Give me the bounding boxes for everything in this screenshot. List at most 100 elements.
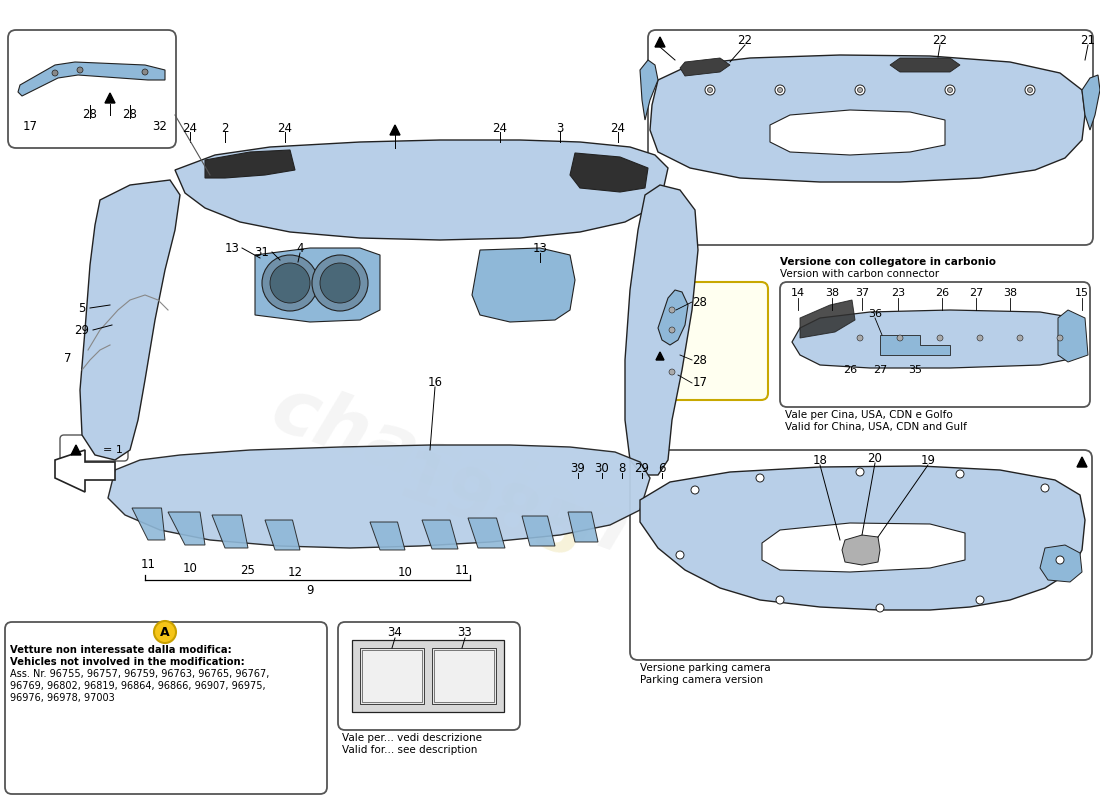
Polygon shape xyxy=(1082,75,1100,130)
Polygon shape xyxy=(55,450,116,492)
Circle shape xyxy=(956,470,964,478)
Circle shape xyxy=(676,551,684,559)
Text: Parking camera version: Parking camera version xyxy=(640,675,763,685)
FancyBboxPatch shape xyxy=(6,622,327,794)
Text: 18: 18 xyxy=(813,454,827,466)
Text: 5: 5 xyxy=(78,302,86,314)
Polygon shape xyxy=(658,290,688,345)
Polygon shape xyxy=(792,310,1082,368)
Text: 30: 30 xyxy=(595,462,609,474)
Circle shape xyxy=(896,335,903,341)
Text: Valid for China, USA, CDN and Gulf: Valid for China, USA, CDN and Gulf xyxy=(785,422,967,432)
Text: Vetture non interessate dalla modifica:: Vetture non interessate dalla modifica: xyxy=(10,645,232,655)
Circle shape xyxy=(855,85,865,95)
FancyBboxPatch shape xyxy=(630,450,1092,660)
Polygon shape xyxy=(168,512,205,545)
Polygon shape xyxy=(568,512,598,542)
Polygon shape xyxy=(18,62,165,96)
Text: 25: 25 xyxy=(241,563,255,577)
Circle shape xyxy=(707,87,713,93)
Polygon shape xyxy=(1040,545,1082,582)
Polygon shape xyxy=(80,180,180,460)
Circle shape xyxy=(977,335,983,341)
Text: 19: 19 xyxy=(921,454,935,466)
Text: 35: 35 xyxy=(908,365,922,375)
Text: 26: 26 xyxy=(935,288,949,298)
Polygon shape xyxy=(680,58,730,76)
Text: 13: 13 xyxy=(532,242,548,254)
Text: 2: 2 xyxy=(221,122,229,134)
Text: 6: 6 xyxy=(658,462,666,474)
Polygon shape xyxy=(175,140,668,240)
Circle shape xyxy=(776,85,785,95)
Circle shape xyxy=(857,335,864,341)
Polygon shape xyxy=(212,515,248,548)
Circle shape xyxy=(947,87,953,93)
Polygon shape xyxy=(770,110,945,155)
Circle shape xyxy=(77,67,82,73)
Text: 11: 11 xyxy=(454,563,470,577)
Circle shape xyxy=(262,255,318,311)
Circle shape xyxy=(976,596,984,604)
Text: 20: 20 xyxy=(868,451,882,465)
Text: 10: 10 xyxy=(183,562,197,574)
Polygon shape xyxy=(1077,457,1087,467)
Text: 22: 22 xyxy=(737,34,752,46)
Text: 7: 7 xyxy=(64,351,72,365)
Circle shape xyxy=(856,468,864,476)
Text: 10: 10 xyxy=(397,566,412,578)
Text: chassion: chassion xyxy=(261,371,639,569)
Circle shape xyxy=(1041,484,1049,492)
Bar xyxy=(360,648,424,704)
Text: 24: 24 xyxy=(493,122,507,134)
Circle shape xyxy=(756,474,764,482)
Text: 27: 27 xyxy=(873,365,887,375)
Bar xyxy=(362,650,422,702)
Circle shape xyxy=(142,69,148,75)
Polygon shape xyxy=(842,535,880,565)
Circle shape xyxy=(705,85,715,95)
Circle shape xyxy=(312,255,368,311)
Bar xyxy=(434,650,494,702)
Text: 33: 33 xyxy=(458,626,472,639)
Circle shape xyxy=(270,263,310,303)
Polygon shape xyxy=(265,520,300,550)
Circle shape xyxy=(778,87,782,93)
Text: 29: 29 xyxy=(635,462,649,474)
Text: 9: 9 xyxy=(306,583,313,597)
Polygon shape xyxy=(890,58,960,72)
Text: 1985: 1985 xyxy=(387,446,593,574)
Text: 17: 17 xyxy=(693,377,707,390)
Circle shape xyxy=(876,604,884,612)
Text: 13: 13 xyxy=(224,242,240,254)
Text: 27: 27 xyxy=(969,288,983,298)
Text: 28: 28 xyxy=(693,295,707,309)
FancyBboxPatch shape xyxy=(648,30,1093,245)
Text: 24: 24 xyxy=(610,122,626,134)
Circle shape xyxy=(52,70,58,76)
Polygon shape xyxy=(880,335,950,355)
Circle shape xyxy=(669,307,675,313)
Text: 96976, 96978, 97003: 96976, 96978, 97003 xyxy=(10,693,114,703)
FancyBboxPatch shape xyxy=(60,435,128,461)
Polygon shape xyxy=(104,93,116,103)
Polygon shape xyxy=(570,153,648,192)
Text: 24: 24 xyxy=(183,122,198,134)
Polygon shape xyxy=(522,516,556,546)
FancyBboxPatch shape xyxy=(8,30,176,148)
Polygon shape xyxy=(390,125,400,135)
Text: 14: 14 xyxy=(791,288,805,298)
Polygon shape xyxy=(800,300,855,338)
Circle shape xyxy=(320,263,360,303)
Text: Vale per Cina, USA, CDN e Golfo: Vale per Cina, USA, CDN e Golfo xyxy=(785,410,953,420)
Circle shape xyxy=(691,486,698,494)
Circle shape xyxy=(937,335,943,341)
Circle shape xyxy=(1018,335,1023,341)
Circle shape xyxy=(1027,87,1033,93)
Polygon shape xyxy=(72,445,81,455)
Text: Vale per... vedi descrizione: Vale per... vedi descrizione xyxy=(342,733,482,743)
Text: 21: 21 xyxy=(1080,34,1096,46)
Polygon shape xyxy=(656,352,664,360)
Text: 28: 28 xyxy=(122,107,138,121)
Circle shape xyxy=(1056,556,1064,564)
